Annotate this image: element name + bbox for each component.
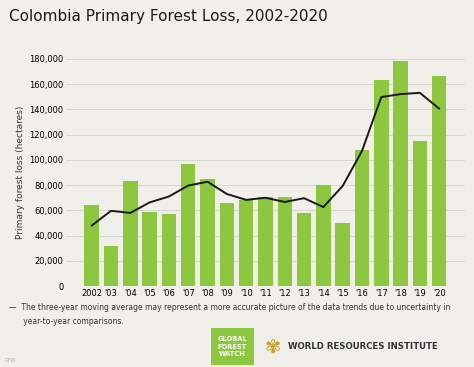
Text: Colombia Primary Forest Loss, 2002-2020: Colombia Primary Forest Loss, 2002-2020 <box>9 9 328 24</box>
Bar <box>277 196 292 286</box>
Bar <box>84 206 99 286</box>
Bar <box>258 196 273 286</box>
Bar <box>316 185 330 286</box>
Bar <box>297 213 311 286</box>
Y-axis label: Primary forest loss (hectares): Primary forest loss (hectares) <box>16 106 25 239</box>
Bar <box>393 61 408 286</box>
Text: WORLD RESOURCES INSTITUTE: WORLD RESOURCES INSTITUTE <box>288 342 438 351</box>
Bar <box>219 203 234 286</box>
Text: year-to-year comparisons.: year-to-year comparisons. <box>9 317 124 327</box>
Bar <box>162 214 176 286</box>
Text: GLOBAL
FOREST
WATCH: GLOBAL FOREST WATCH <box>218 336 247 357</box>
Text: ✾: ✾ <box>264 337 281 356</box>
Text: —  The three-year moving average may represent a more accurate picture of the da: — The three-year moving average may repr… <box>9 303 451 312</box>
Bar <box>355 150 369 286</box>
Bar <box>239 200 254 286</box>
Bar <box>374 80 389 286</box>
Bar <box>432 76 447 286</box>
Bar <box>336 223 350 286</box>
Bar <box>181 164 195 286</box>
Text: GFW: GFW <box>5 358 16 363</box>
Bar <box>104 246 118 286</box>
Bar <box>123 181 137 286</box>
Bar <box>142 212 157 286</box>
Bar <box>201 179 215 286</box>
Bar <box>413 141 427 286</box>
